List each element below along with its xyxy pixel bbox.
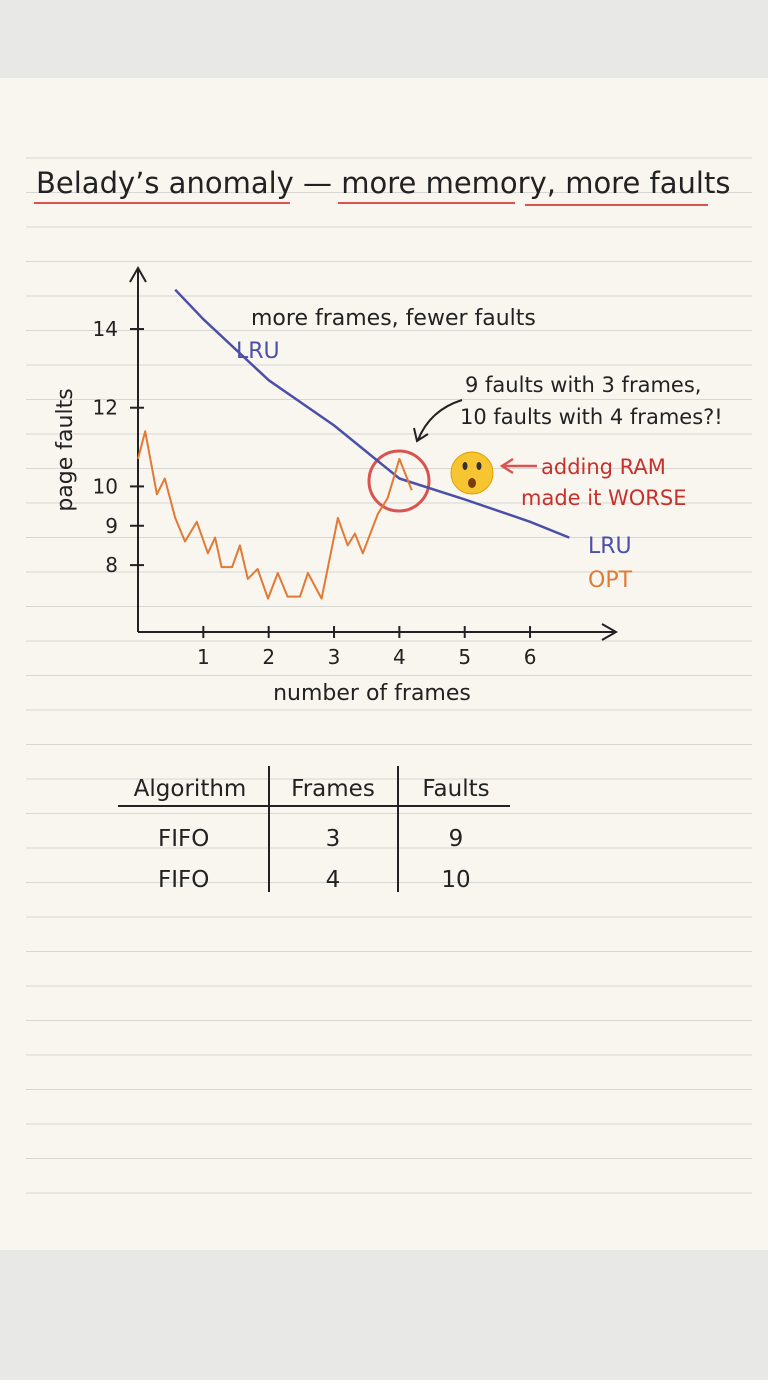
annotation: made it WORSE bbox=[521, 486, 686, 510]
y-tick-label: 8 bbox=[105, 553, 118, 577]
surprised-emoji bbox=[450, 451, 494, 495]
table-header: Algorithm bbox=[134, 776, 247, 802]
highlight-circle bbox=[367, 449, 431, 513]
y-tick-label: 10 bbox=[93, 474, 118, 498]
table-header: Frames bbox=[291, 776, 375, 802]
table-header: Faults bbox=[422, 776, 489, 802]
axes bbox=[129, 265, 619, 641]
series-label: LRU bbox=[236, 339, 280, 364]
table-lines bbox=[118, 766, 510, 892]
legend-label: LRU bbox=[588, 534, 632, 559]
x-tick-label: 6 bbox=[524, 645, 537, 669]
paper bbox=[0, 78, 768, 1250]
annotation: 10 faults with 4 frames?! bbox=[460, 405, 723, 429]
y-tick-label: 9 bbox=[105, 514, 118, 538]
legend-label: OPT bbox=[588, 568, 633, 593]
y-axis-label: page faults bbox=[53, 388, 78, 511]
chart-title: Belady’s anomaly — more memory, more fau… bbox=[36, 166, 730, 200]
series-line bbox=[174, 288, 570, 539]
annotation: more frames, fewer faults bbox=[251, 306, 536, 331]
title-underline bbox=[34, 202, 708, 206]
x-tick-label: 2 bbox=[262, 645, 275, 669]
series-line bbox=[137, 430, 413, 600]
table-cell: 10 bbox=[441, 867, 470, 893]
x-tick-label: 3 bbox=[328, 645, 341, 669]
y-tick-label: 14 bbox=[93, 317, 118, 341]
annotation: 9 faults with 3 frames, bbox=[465, 373, 701, 397]
x-tick-label: 4 bbox=[393, 645, 406, 669]
red-arrow bbox=[499, 457, 537, 475]
table-cell: FIFO bbox=[158, 867, 209, 893]
y-tick-label: 12 bbox=[93, 396, 118, 420]
x-tick-label: 1 bbox=[197, 645, 210, 669]
table-cell: 4 bbox=[326, 867, 341, 893]
table-cell: FIFO bbox=[158, 826, 209, 852]
annotation-arrow bbox=[413, 399, 463, 443]
table-cell: 3 bbox=[326, 826, 341, 852]
table-cell: 9 bbox=[449, 826, 464, 852]
x-axis-label: number of frames bbox=[273, 681, 471, 706]
x-tick-label: 5 bbox=[458, 645, 471, 669]
annotation: adding RAM bbox=[541, 455, 666, 479]
